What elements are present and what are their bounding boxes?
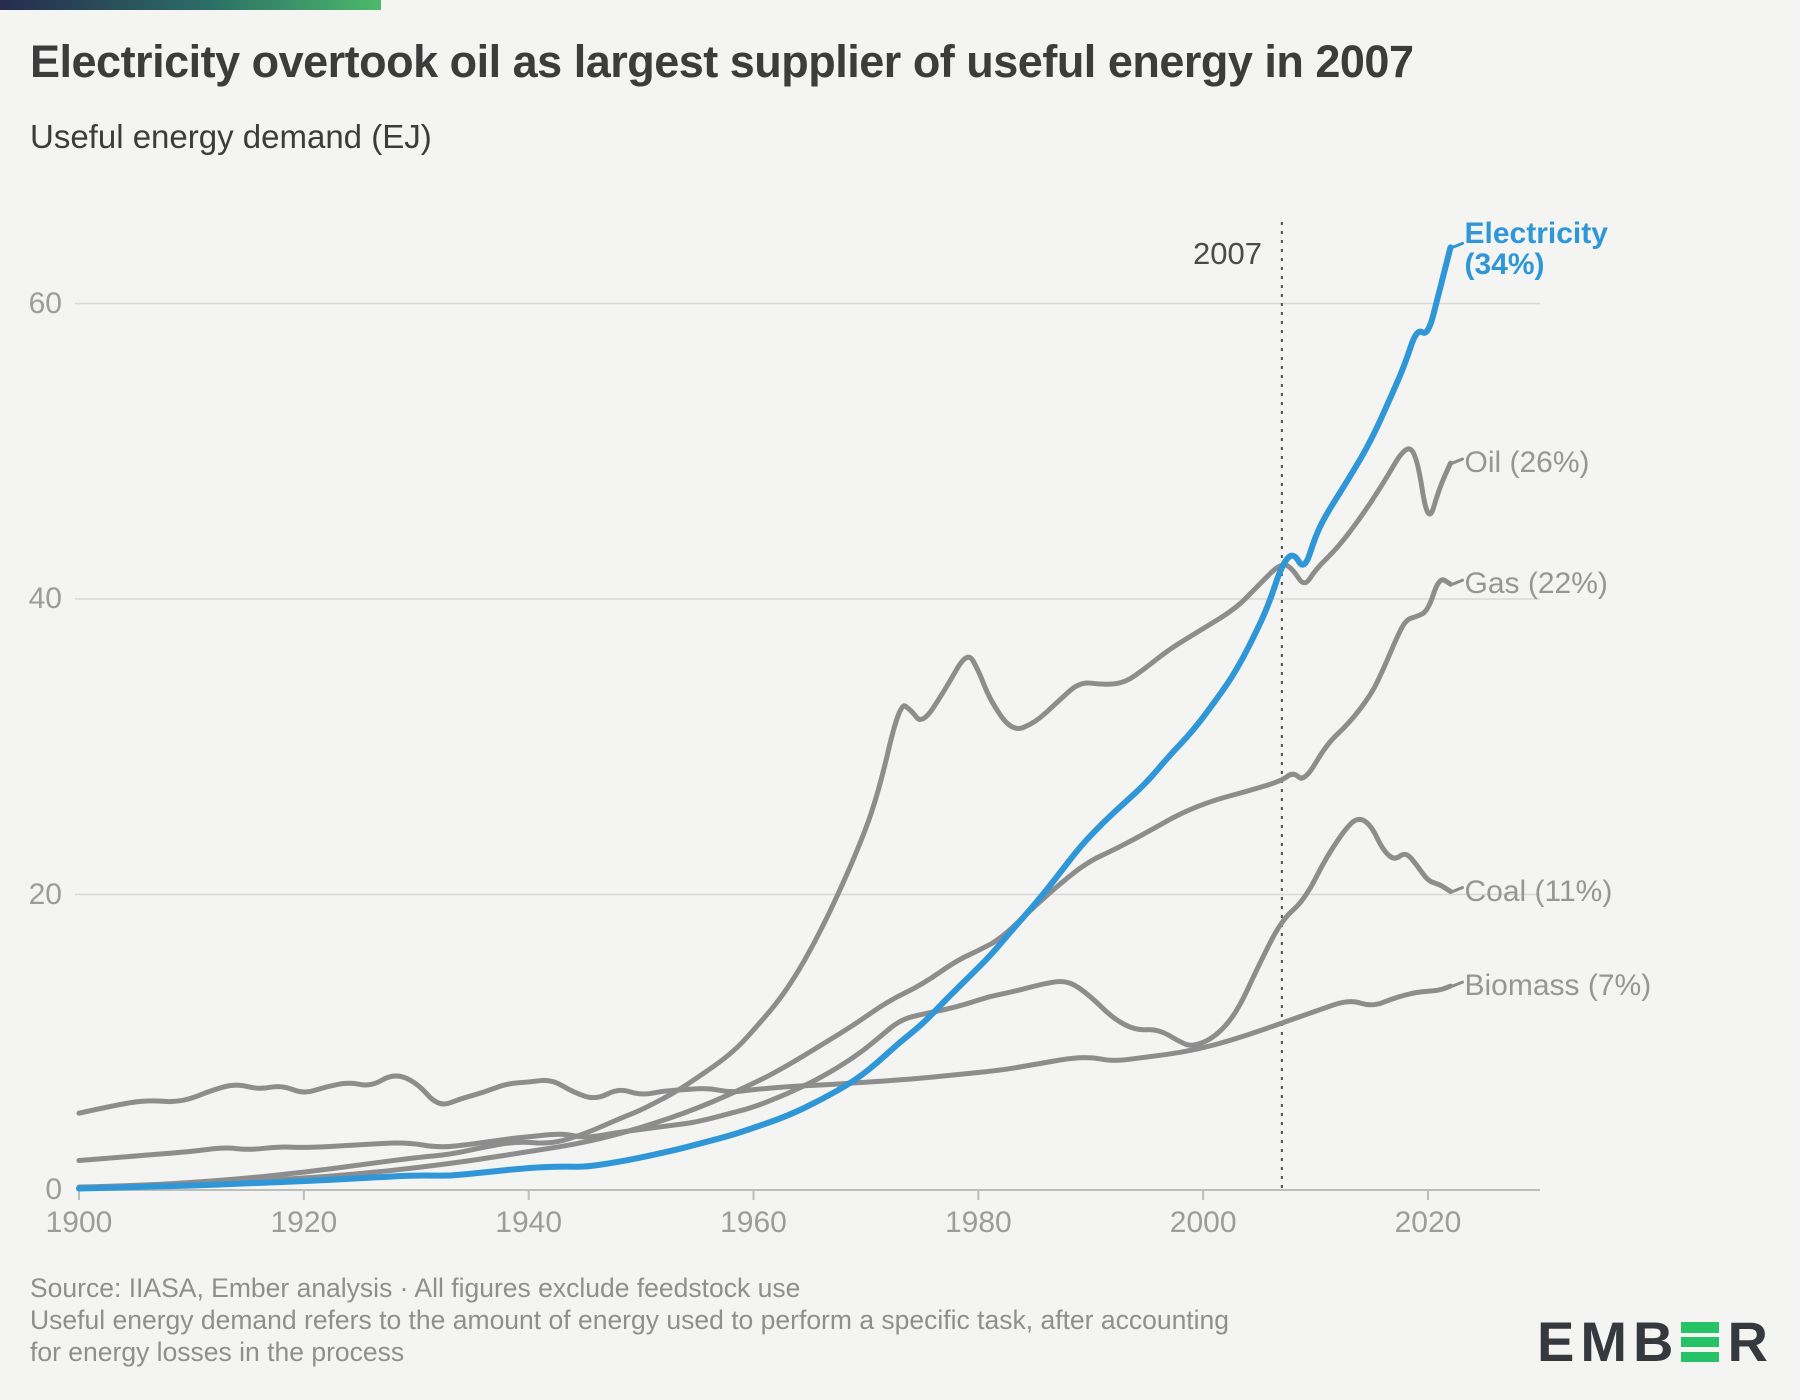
- series-label-biomass: Biomass (7%): [1464, 970, 1651, 1001]
- source-line: for energy losses in the process: [30, 1337, 405, 1367]
- series-label-tick-electricity: [1450, 241, 1464, 249]
- ember-logo-text-prefix: EMB: [1537, 1310, 1680, 1373]
- ember-logo-text-suffix: R: [1727, 1310, 1774, 1373]
- brand-gradient-bar: [0, 0, 381, 10]
- series-label-tick-gas: [1450, 578, 1464, 586]
- y-axis-tick-label: 60: [28, 286, 62, 320]
- x-axis-tick-label: 1920: [270, 1206, 338, 1239]
- series-label-oil: Oil (26%): [1464, 447, 1589, 478]
- series-line-coal: [76, 816, 1453, 1163]
- chart-y-axis-title: Useful energy demand (EJ): [30, 118, 432, 155]
- series-label-gas: Gas (22%): [1464, 568, 1607, 599]
- series-label-tick-oil: [1450, 457, 1464, 465]
- series-label-electricity: Electricity (34%): [1464, 218, 1607, 280]
- page-title: Electricity overtook oil as largest supp…: [30, 36, 1414, 87]
- series-label-line: Electricity: [1464, 217, 1608, 251]
- series-line-gas: [76, 577, 1453, 1191]
- x-axis-tick-label: 1960: [720, 1206, 787, 1239]
- x-axis-tick-label: 1940: [495, 1206, 563, 1239]
- source-line: Source: IIASA, Ember analysis · All figu…: [30, 1273, 801, 1303]
- source-note: Source: IIASA, Ember analysis · All figu…: [30, 1272, 1229, 1368]
- annotation-2007-label: 2007: [1193, 236, 1262, 271]
- y-axis-tick-label: 0: [45, 1173, 62, 1206]
- series-line-electricity: [76, 244, 1454, 1192]
- series-label-line: (34%): [1464, 248, 1545, 282]
- series-label-line: Coal (11%): [1464, 874, 1613, 908]
- ember-logo: EMB R: [1537, 1310, 1774, 1373]
- x-axis-tick-label: 1900: [45, 1206, 113, 1239]
- y-axis-tick-label: 20: [28, 877, 62, 911]
- series-line-oil: [76, 446, 1453, 1190]
- source-line: Useful energy demand refers to the amoun…: [30, 1305, 1230, 1335]
- series-line-biomass: [76, 983, 1453, 1116]
- series-label-line: Gas (22%): [1464, 567, 1608, 601]
- x-axis-tick-label: 2000: [1169, 1206, 1237, 1239]
- series-label-coal: Coal (11%): [1464, 876, 1612, 907]
- ember-logo-e-bars-icon: [1681, 1322, 1720, 1362]
- x-axis-tick-label: 2020: [1394, 1206, 1462, 1239]
- series-label-tick-coal: [1450, 886, 1464, 894]
- x-axis-tick-label: 1980: [944, 1206, 1012, 1239]
- series-label-tick-biomass: [1450, 980, 1464, 988]
- series-label-line: Biomass (7%): [1464, 969, 1652, 1003]
- y-axis-tick-label: 40: [28, 582, 62, 615]
- series-label-line: Oil (26%): [1464, 446, 1590, 480]
